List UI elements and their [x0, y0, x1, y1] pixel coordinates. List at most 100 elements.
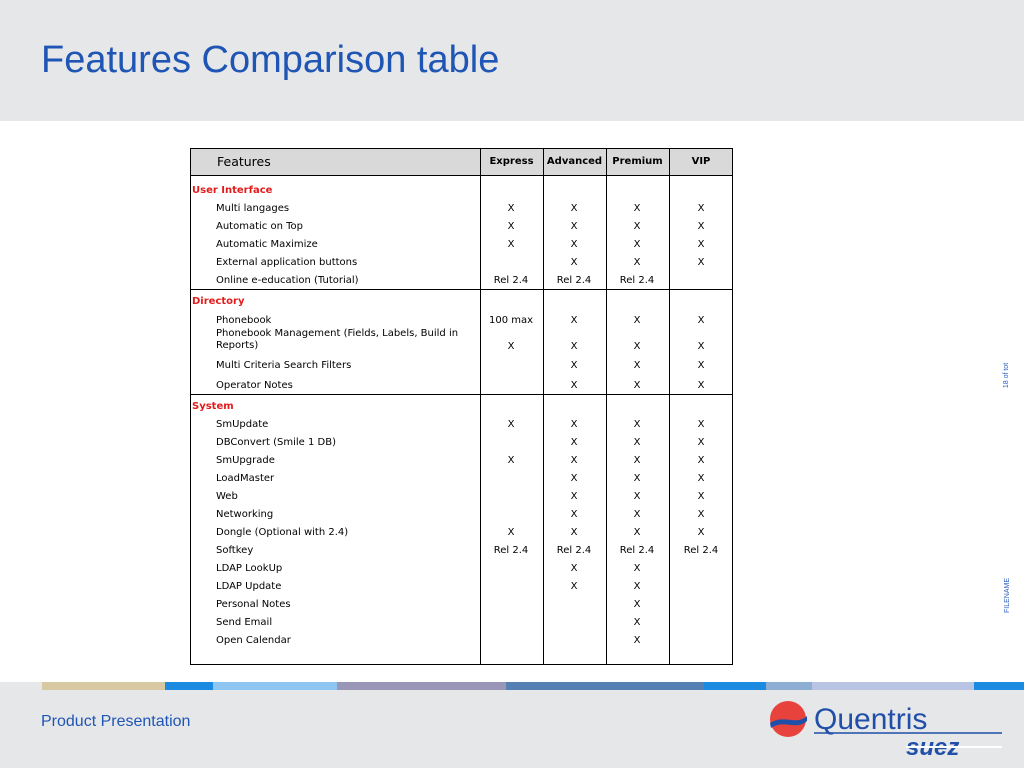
- cell-value: X: [507, 419, 515, 430]
- feature-label: Networking: [216, 509, 274, 520]
- feature-label: SmUpdate: [216, 419, 269, 430]
- feature-label: Operator Notes: [216, 380, 293, 391]
- feature-label: Personal Notes: [216, 599, 291, 610]
- cell-value: X: [697, 437, 705, 448]
- cell-value: X: [697, 341, 705, 352]
- side-page-number: 18 of tot: [1003, 362, 1011, 389]
- cell-value: Rel 2.4: [619, 545, 655, 556]
- cell-value: X: [697, 473, 705, 484]
- feature-label: Phonebook Management (Fields, Labels, Bu…: [216, 328, 459, 351]
- cell-value: X: [697, 419, 705, 430]
- feature-label: Open Calendar: [216, 635, 291, 646]
- cell-value: X: [507, 203, 515, 214]
- section-title: System: [192, 401, 234, 412]
- cell-value: X: [697, 491, 705, 502]
- cell-value: X: [633, 380, 641, 391]
- slide-title: Features Comparison table: [41, 39, 500, 81]
- cell-value: X: [633, 221, 641, 232]
- feature-label: Phonebook: [216, 315, 272, 326]
- header-advanced: Advanced: [546, 156, 603, 167]
- cell-value: Rel 2.4: [619, 275, 655, 286]
- cell-value: X: [570, 419, 578, 430]
- features-comparison-table: Features Express Advanced Premium VIP User In…: [190, 148, 733, 665]
- cell-value: X: [633, 239, 641, 250]
- cell-value: X: [570, 221, 578, 232]
- cell-value: X: [570, 581, 578, 592]
- cell-value: X: [507, 239, 515, 250]
- cell-value: X: [633, 203, 641, 214]
- svg-text:Quentris: Quentris: [814, 703, 927, 736]
- feature-label: Online e-education (Tutorial): [216, 275, 359, 286]
- cell-value: X: [697, 221, 705, 232]
- cell-value: X: [697, 380, 705, 391]
- cell-value: Rel 2.4: [556, 275, 592, 286]
- cell-value: X: [570, 527, 578, 538]
- column-divider: [669, 149, 670, 664]
- title-band: [0, 0, 1024, 121]
- cell-value: X: [633, 419, 641, 430]
- cell-value: X: [570, 509, 578, 520]
- feature-label: Automatic Maximize: [216, 239, 318, 250]
- cell-value: Rel 2.4: [556, 545, 592, 556]
- cell-value: X: [633, 599, 641, 610]
- cell-value: X: [633, 341, 641, 352]
- cell-value: X: [570, 437, 578, 448]
- feature-label: SmUpgrade: [216, 455, 275, 466]
- feature-label: External application buttons: [216, 257, 358, 268]
- cell-value: X: [697, 455, 705, 466]
- section-separator: [191, 394, 732, 395]
- cell-value: X: [697, 360, 705, 371]
- feature-label: Automatic on Top: [216, 221, 303, 232]
- feature-label: Send Email: [216, 617, 273, 628]
- cell-value: X: [633, 491, 641, 502]
- cell-value: X: [633, 617, 641, 628]
- cell-value: X: [570, 341, 578, 352]
- header-vip: VIP: [691, 156, 711, 167]
- cell-value: X: [697, 239, 705, 250]
- cell-value: Rel 2.4: [493, 275, 529, 286]
- feature-label: Multi Criteria Search Filters: [216, 360, 352, 371]
- feature-label: Multi langages: [216, 203, 290, 214]
- cell-value: X: [633, 455, 641, 466]
- cell-value: X: [633, 257, 641, 268]
- cell-value: X: [570, 203, 578, 214]
- column-divider: [480, 149, 481, 664]
- cell-value: Rel 2.4: [683, 545, 719, 556]
- column-divider: [543, 149, 544, 664]
- cell-value: X: [633, 635, 641, 646]
- footer-band: [0, 690, 1024, 768]
- cell-value: X: [570, 360, 578, 371]
- header-express: Express: [489, 156, 534, 167]
- cell-value: X: [507, 221, 515, 232]
- cell-value: X: [633, 509, 641, 520]
- feature-label: LoadMaster: [216, 473, 275, 484]
- cell-value: X: [697, 257, 705, 268]
- column-divider: [606, 149, 607, 664]
- cell-value: X: [570, 491, 578, 502]
- section-title: User Interface: [192, 185, 273, 196]
- cell-value: X: [507, 455, 515, 466]
- cell-value: X: [633, 315, 641, 326]
- cell-value: X: [570, 257, 578, 268]
- cell-value: Rel 2.4: [493, 545, 529, 556]
- cell-value: X: [570, 380, 578, 391]
- cell-value: X: [570, 315, 578, 326]
- cell-value: X: [633, 581, 641, 592]
- cell-value: X: [570, 239, 578, 250]
- table-header-row: [191, 149, 732, 176]
- cell-value: X: [697, 315, 705, 326]
- cell-value: X: [633, 563, 641, 574]
- feature-label: Web: [216, 491, 238, 502]
- cell-value: X: [570, 455, 578, 466]
- quentris-suez-logo: Quentris suez: [770, 701, 1002, 758]
- feature-label: Softkey: [216, 545, 254, 556]
- feature-label: LDAP LookUp: [216, 563, 283, 574]
- cell-value: X: [570, 563, 578, 574]
- section-separator: [191, 289, 732, 290]
- cell-value: X: [633, 473, 641, 484]
- feature-label: DBConvert (Smile 1 DB): [216, 437, 336, 448]
- section-title: Directory: [192, 296, 245, 307]
- cell-value: X: [697, 509, 705, 520]
- cell-value: X: [507, 341, 515, 352]
- cell-value: 100 max: [488, 315, 534, 326]
